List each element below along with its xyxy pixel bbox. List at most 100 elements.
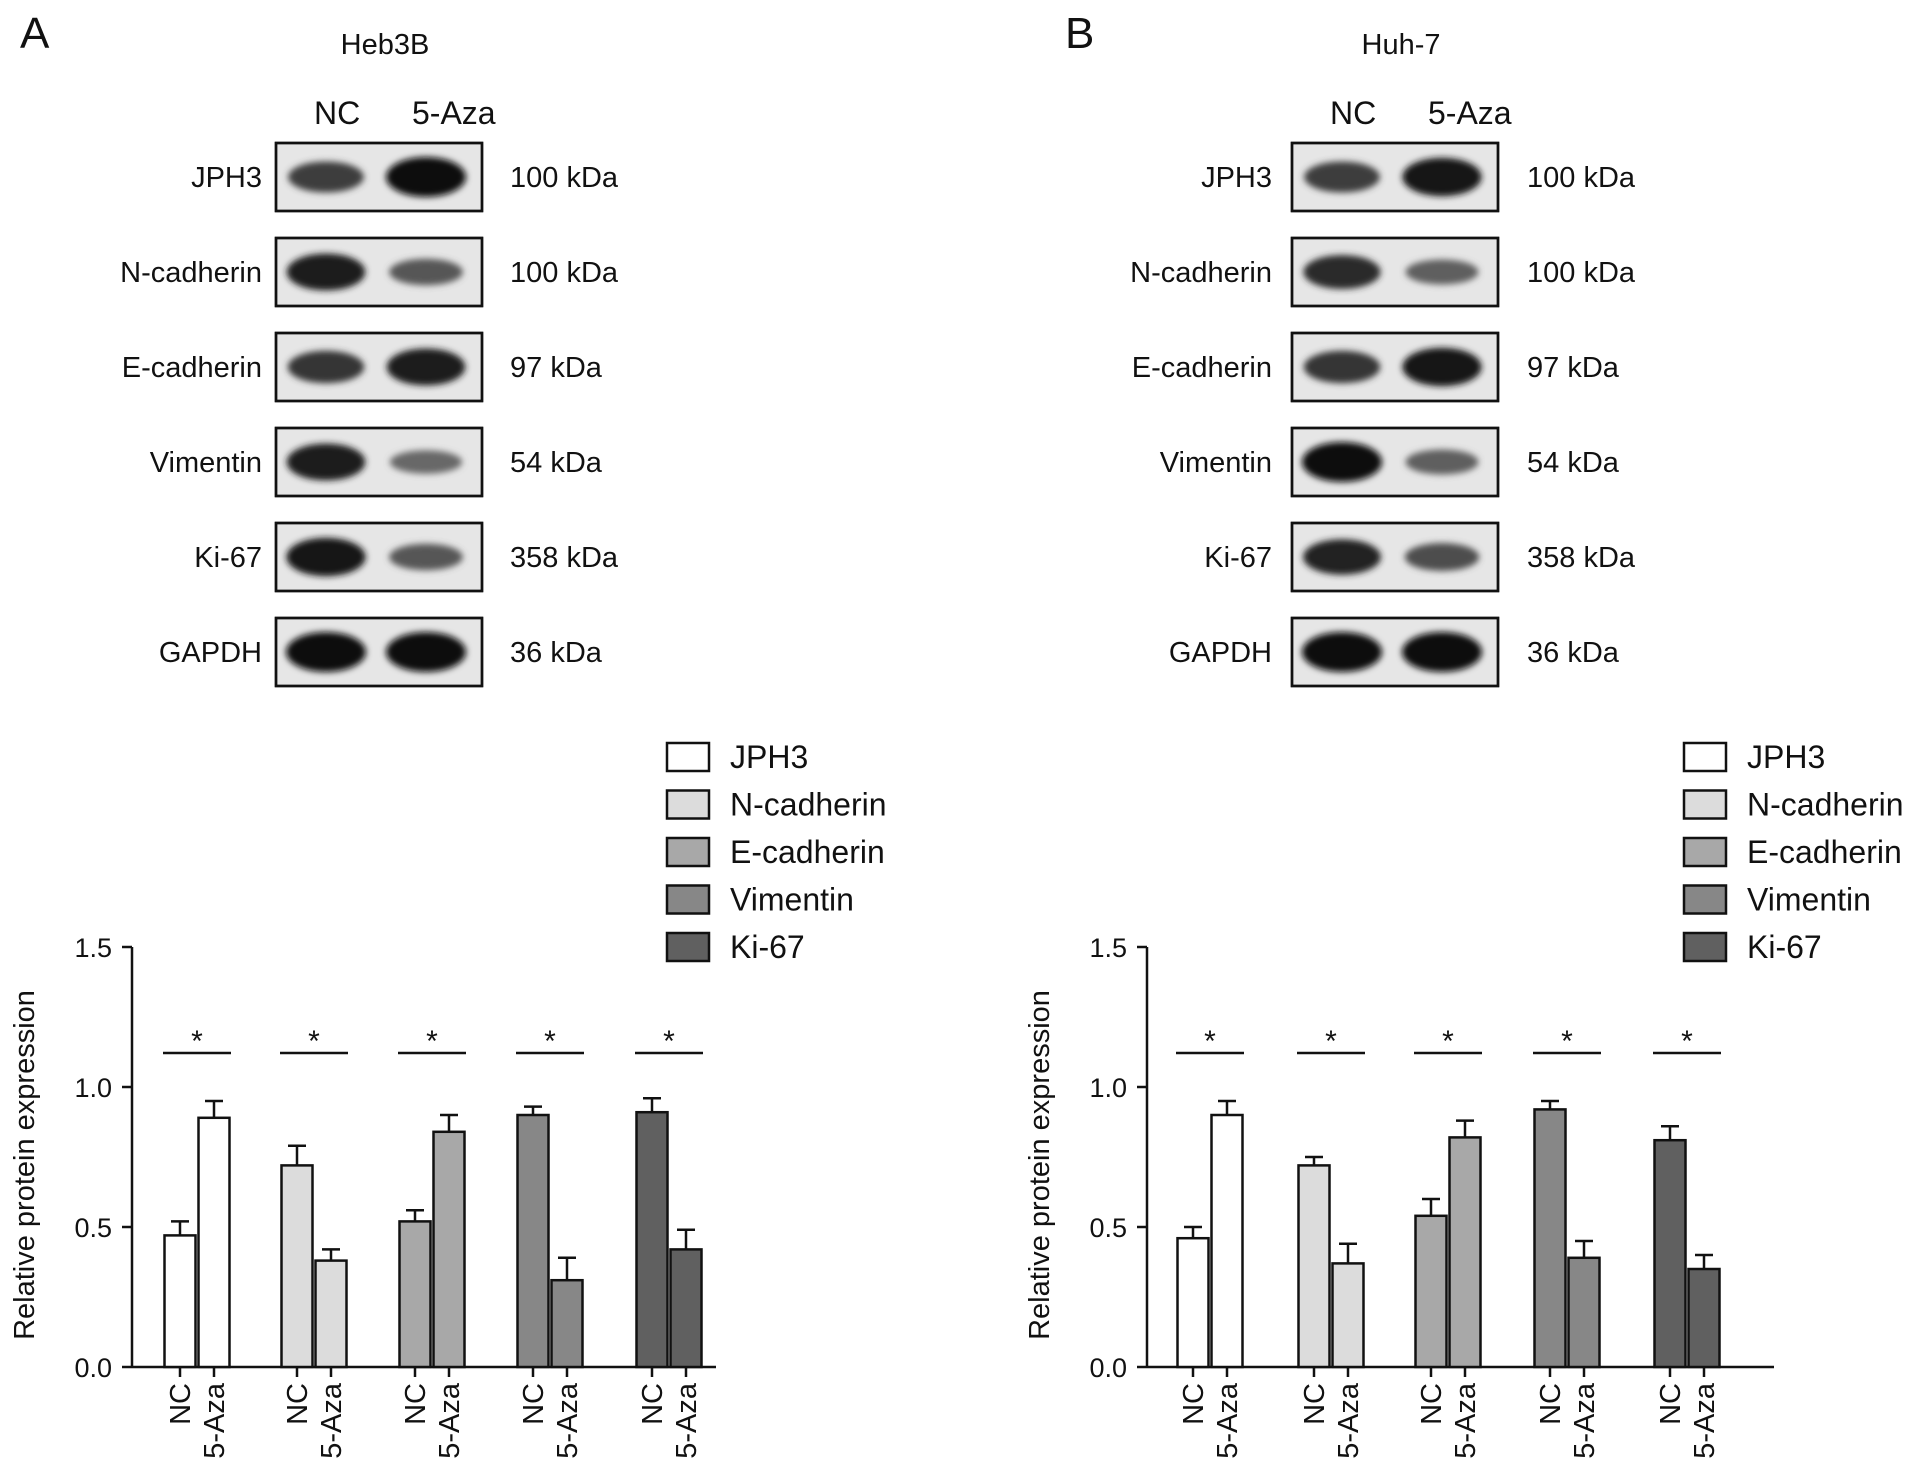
x-category-label: NC xyxy=(637,1383,669,1425)
legend-item: JPH3 xyxy=(1682,739,1825,775)
bar xyxy=(1331,1262,1365,1369)
x-category-label: NC xyxy=(518,1383,550,1425)
blot-border xyxy=(274,331,484,403)
legend-swatch xyxy=(1682,789,1728,820)
protein-band xyxy=(286,443,366,481)
molecular-weight-label: 36 kDa xyxy=(510,637,603,669)
protein-band xyxy=(1405,259,1479,285)
protein-band xyxy=(389,450,463,474)
protein-band xyxy=(1404,543,1480,571)
legend-item: Vimentin xyxy=(1682,882,1871,918)
molecular-weight-label: 100 kDa xyxy=(1527,162,1636,194)
bar xyxy=(1533,1108,1567,1369)
protein-band xyxy=(1302,442,1382,482)
protein-label: Ki-67 xyxy=(194,542,262,574)
bar xyxy=(398,1220,432,1369)
protein-band xyxy=(1303,539,1381,575)
bar xyxy=(550,1278,584,1369)
panel-letter: B xyxy=(1065,9,1094,58)
blot-border xyxy=(274,141,484,213)
lane-label: NC xyxy=(1330,95,1376,131)
protein-label: N-cadherin xyxy=(1130,257,1272,289)
bar xyxy=(314,1259,348,1369)
y-tick-label: 0.0 xyxy=(1089,1353,1127,1383)
molecular-weight-label: 36 kDa xyxy=(1527,637,1620,669)
blot-border xyxy=(274,426,484,498)
bar xyxy=(163,1234,197,1369)
lane-label: 5-Aza xyxy=(412,95,496,131)
protein-band xyxy=(386,632,466,672)
legend-swatch xyxy=(1682,931,1728,963)
protein-label: E-cadherin xyxy=(1132,352,1272,384)
bar xyxy=(280,1164,314,1369)
series-ki-67: NC 5-Aza * xyxy=(635,1025,703,1459)
protein-label: E-cadherin xyxy=(122,352,262,384)
y-tick-label: 1.0 xyxy=(74,1073,112,1103)
blot-strip: N-cadherin 100 kDa xyxy=(1130,236,1636,308)
y-tick-label: 1.5 xyxy=(74,933,112,963)
x-category-label: 5-Aza xyxy=(316,1382,348,1459)
blot-strip: E-cadherin 97 kDa xyxy=(122,331,603,403)
molecular-weight-label: 100 kDa xyxy=(1527,257,1636,289)
x-category-label: 5-Aza xyxy=(434,1382,466,1459)
y-tick-label: 0.5 xyxy=(74,1213,112,1243)
protein-band xyxy=(1402,632,1482,672)
legend-label: Ki-67 xyxy=(1747,929,1822,965)
legend-item: Vimentin xyxy=(665,882,854,918)
series-e-cadherin: NC 5-Aza * xyxy=(1414,1025,1482,1459)
y-axis-label: Relative protein expression xyxy=(9,990,41,1340)
series-jph3: NC 5-Aza * xyxy=(1176,1025,1244,1459)
blot-border xyxy=(1290,236,1500,308)
legend-label: Vimentin xyxy=(730,882,854,918)
x-category-label: 5-Aza xyxy=(1212,1382,1244,1459)
molecular-weight-label: 54 kDa xyxy=(510,447,603,479)
protein-band xyxy=(1405,449,1479,475)
blot-border xyxy=(274,521,484,593)
blot-border xyxy=(1290,331,1500,403)
cell-line-title: Heb3B xyxy=(341,29,430,61)
lane-label: 5-Aza xyxy=(1428,95,1512,131)
molecular-weight-label: 100 kDa xyxy=(510,162,619,194)
legend-item: N-cadherin xyxy=(665,787,887,823)
blot-border xyxy=(1290,426,1500,498)
bar xyxy=(635,1110,669,1369)
molecular-weight-label: 97 kDa xyxy=(510,352,603,384)
x-category-label: NC xyxy=(1178,1383,1210,1425)
protein-band xyxy=(1302,632,1382,672)
protein-band xyxy=(386,348,466,386)
legend-swatch xyxy=(665,884,711,915)
protein-band xyxy=(1402,347,1482,387)
legend-swatch xyxy=(1682,741,1728,773)
x-category-label: 5-Aza xyxy=(199,1382,231,1459)
protein-band xyxy=(288,161,364,193)
blot-strip: Vimentin 54 kDa xyxy=(1160,426,1620,498)
legend-item: Ki-67 xyxy=(1682,929,1822,965)
protein-label: GAPDH xyxy=(1169,637,1272,669)
bar xyxy=(669,1248,703,1369)
x-category-label: NC xyxy=(400,1383,432,1425)
bar xyxy=(1448,1136,1482,1369)
significance-marker: * xyxy=(1561,1025,1573,1058)
protein-band xyxy=(389,258,463,286)
significance-marker: * xyxy=(1325,1025,1337,1058)
bar xyxy=(1414,1214,1448,1369)
protein-band xyxy=(286,253,366,291)
protein-band xyxy=(286,537,366,577)
protein-band xyxy=(386,157,466,197)
legend-item: E-cadherin xyxy=(665,834,885,870)
x-category-label: NC xyxy=(282,1383,314,1425)
protein-band xyxy=(1304,161,1380,193)
blot-border xyxy=(1290,141,1500,213)
protein-label: N-cadherin xyxy=(120,257,262,289)
significance-marker: * xyxy=(544,1025,556,1058)
blot-border xyxy=(274,236,484,308)
legend-label: E-cadherin xyxy=(1747,834,1902,870)
molecular-weight-label: 97 kDa xyxy=(1527,352,1620,384)
x-category-label: 5-Aza xyxy=(1569,1382,1601,1459)
blot-strip: JPH3 100 kDa xyxy=(1201,141,1636,213)
blot-strip: E-cadherin 97 kDa xyxy=(1132,331,1620,403)
x-category-label: NC xyxy=(1535,1383,1567,1425)
protein-label: JPH3 xyxy=(1201,162,1272,194)
legend-swatch xyxy=(665,836,711,868)
series-vimentin: NC 5-Aza * xyxy=(1533,1025,1601,1459)
